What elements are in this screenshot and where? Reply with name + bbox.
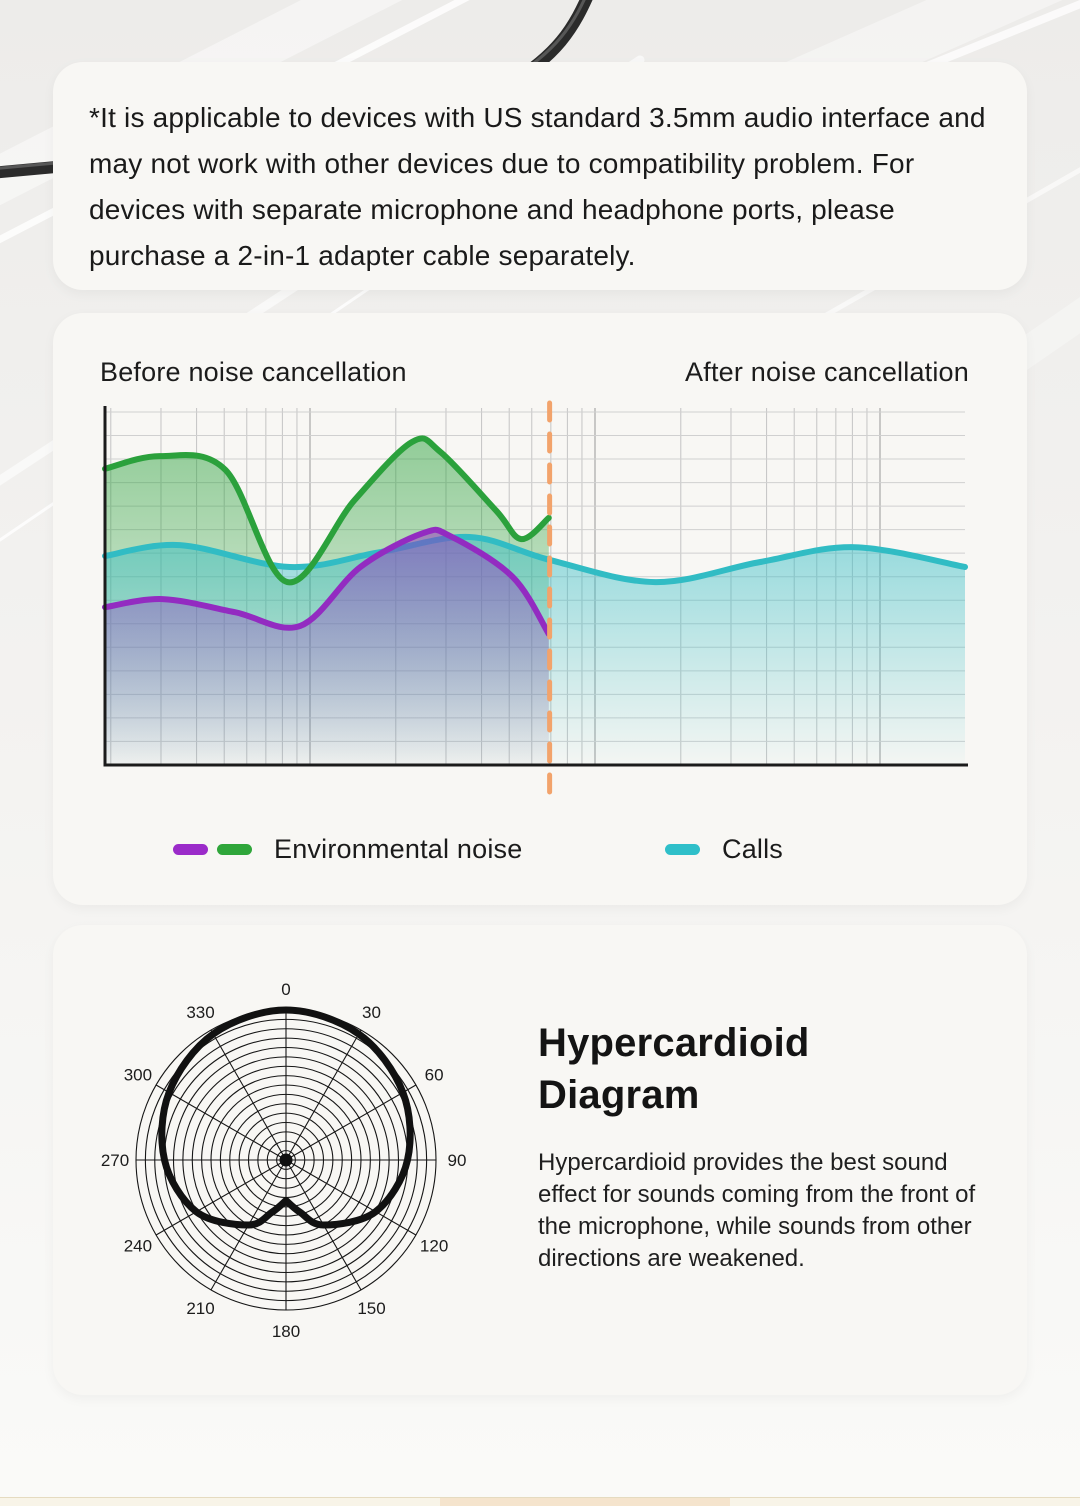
section-title: Hypercardioid Diagram [538, 1021, 810, 1117]
after-noise-label: After noise cancellation [685, 357, 969, 387]
legend-item-environmental-noise: Environmental noise [173, 829, 522, 869]
hypercardioid-pattern [158, 1006, 414, 1229]
legend-swatch-teal [665, 843, 700, 855]
svg-text:180: 180 [272, 1322, 300, 1341]
svg-text:240: 240 [124, 1237, 152, 1256]
svg-text:210: 210 [186, 1299, 214, 1318]
svg-text:150: 150 [357, 1299, 385, 1318]
legend-swatch-green [217, 843, 252, 855]
hypercardioid-card: 0 30 60 90 120 150 180 210 240 270 300 330 Hypercar… [53, 925, 1027, 1395]
svg-text:30: 30 [362, 1003, 381, 1022]
chart-headers: Before noise cancellation After noise ca… [100, 357, 969, 388]
svg-text:270: 270 [101, 1151, 129, 1170]
legend-label-calls: Calls [722, 833, 784, 864]
svg-text:300: 300 [124, 1066, 152, 1085]
legend-swatch-purple [173, 843, 208, 855]
bottom-accent-tint [440, 1498, 730, 1506]
chart-legend: Environmental noise Calls [53, 829, 1027, 869]
polar-spokes [136, 1010, 436, 1310]
section-description: Hypercardioid provides the best sound ef… [538, 1149, 976, 1272]
legend-label-environmental-noise: Environmental noise [274, 833, 523, 864]
before-noise-label: Before noise cancellation [100, 357, 407, 387]
polar-angle-labels: 0 30 60 90 120 150 180 210 240 270 300 330 [101, 980, 466, 1341]
noise-chart-svg [102, 400, 968, 798]
polar-center-dot [279, 1153, 293, 1167]
chart-waves [102, 435, 968, 765]
svg-text:90: 90 [448, 1151, 467, 1170]
svg-text:60: 60 [425, 1066, 444, 1085]
legend-item-calls: Calls [665, 829, 783, 869]
bottom-accent-strip [0, 1497, 1080, 1506]
svg-text:0: 0 [281, 980, 290, 999]
disclaimer-card: *It is applicable to devices with US sta… [53, 62, 1027, 290]
hypercardioid-polar-chart: 0 30 60 90 120 150 180 210 240 270 300 330 [101, 980, 466, 1341]
svg-text:120: 120 [420, 1237, 448, 1256]
noise-cancellation-card: Before noise cancellation After noise ca… [53, 313, 1027, 905]
chart-axes [103, 406, 968, 767]
disclaimer-text: *It is applicable to devices with US sta… [89, 102, 986, 271]
svg-text:330: 330 [186, 1003, 214, 1022]
